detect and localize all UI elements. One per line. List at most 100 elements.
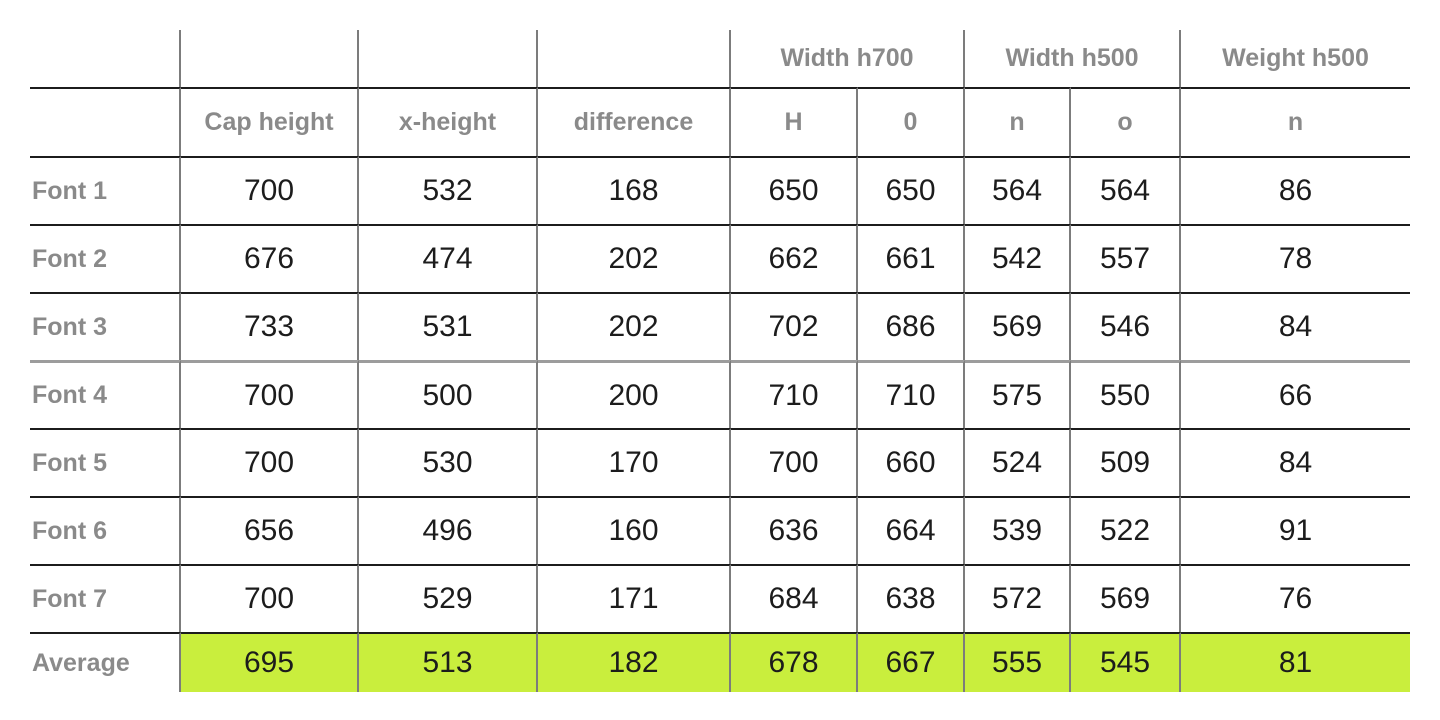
column-header-cell: 0: [858, 87, 965, 156]
value-cell: 710: [731, 360, 858, 428]
table-row: Font 2 676 474 202 662 661 542 557 78: [30, 224, 1410, 292]
value-cell: 676: [181, 224, 359, 292]
value-cell: 557: [1071, 224, 1181, 292]
value-cell: 509: [1071, 428, 1181, 496]
average-value-cell: 555: [965, 632, 1071, 692]
value-cell: 564: [965, 156, 1071, 224]
value-cell: 700: [181, 360, 359, 428]
group-header-cell: [181, 30, 359, 87]
value-cell: 91: [1181, 496, 1410, 564]
row-label: Font 4: [30, 360, 181, 428]
value-cell: 650: [731, 156, 858, 224]
value-cell: 532: [359, 156, 538, 224]
value-cell: 84: [1181, 292, 1410, 360]
average-value-cell: 678: [731, 632, 858, 692]
column-header-row: Cap height x-height difference H 0 n o n: [30, 87, 1410, 156]
value-cell: 546: [1071, 292, 1181, 360]
row-label: Font 6: [30, 496, 181, 564]
value-cell: 542: [965, 224, 1071, 292]
value-cell: 636: [731, 496, 858, 564]
average-value-cell: 513: [359, 632, 538, 692]
table-row: Font 5 700 530 170 700 660 524 509 84: [30, 428, 1410, 496]
column-header-cell: x-height: [359, 87, 538, 156]
average-row: Average 695 513 182 678 667 555 545 81: [30, 632, 1410, 692]
value-cell: 522: [1071, 496, 1181, 564]
value-cell: 531: [359, 292, 538, 360]
value-cell: 656: [181, 496, 359, 564]
value-cell: 496: [359, 496, 538, 564]
value-cell: 700: [181, 156, 359, 224]
value-cell: 78: [1181, 224, 1410, 292]
value-cell: 170: [538, 428, 731, 496]
value-cell: 86: [1181, 156, 1410, 224]
value-cell: 202: [538, 224, 731, 292]
value-cell: 700: [181, 564, 359, 632]
value-cell: 530: [359, 428, 538, 496]
value-cell: 733: [181, 292, 359, 360]
average-value-cell: 81: [1181, 632, 1410, 692]
table-row: Font 4 700 500 200 710 710 575 550 66: [30, 360, 1410, 428]
average-value-cell: 667: [858, 632, 965, 692]
value-cell: 686: [858, 292, 965, 360]
value-cell: 550: [1071, 360, 1181, 428]
group-header-cell: [538, 30, 731, 87]
value-cell: 202: [538, 292, 731, 360]
column-header-cell: n: [1181, 87, 1410, 156]
row-label: Average: [30, 632, 181, 692]
group-header-cell: Width h500: [965, 30, 1181, 87]
value-cell: 569: [1071, 564, 1181, 632]
value-cell: 710: [858, 360, 965, 428]
table-row: Font 7 700 529 171 684 638 572 569 76: [30, 564, 1410, 632]
table-row: Font 6 656 496 160 636 664 539 522 91: [30, 496, 1410, 564]
value-cell: 664: [858, 496, 965, 564]
row-label: Font 1: [30, 156, 181, 224]
value-cell: 539: [965, 496, 1071, 564]
value-cell: 638: [858, 564, 965, 632]
value-cell: 168: [538, 156, 731, 224]
value-cell: 572: [965, 564, 1071, 632]
font-metrics-table: Width h700 Width h500 Weight h500 Cap heig…: [30, 30, 1410, 692]
value-cell: 650: [858, 156, 965, 224]
value-cell: 524: [965, 428, 1071, 496]
column-header-cell: [30, 87, 181, 156]
value-cell: 76: [1181, 564, 1410, 632]
value-cell: 66: [1181, 360, 1410, 428]
value-cell: 575: [965, 360, 1071, 428]
value-cell: 564: [1071, 156, 1181, 224]
value-cell: 200: [538, 360, 731, 428]
group-header-cell: [30, 30, 181, 87]
value-cell: 660: [858, 428, 965, 496]
value-cell: 474: [359, 224, 538, 292]
value-cell: 171: [538, 564, 731, 632]
column-header-cell: difference: [538, 87, 731, 156]
table-row: Font 1 700 532 168 650 650 564 564 86: [30, 156, 1410, 224]
table-body: Font 1 700 532 168 650 650 564 564 86 Font 2 676 47…: [30, 156, 1410, 692]
table-header: Width h700 Width h500 Weight h500 Cap heig…: [30, 30, 1410, 156]
value-cell: 684: [731, 564, 858, 632]
group-header-row: Width h700 Width h500 Weight h500: [30, 30, 1410, 87]
value-cell: 500: [359, 360, 538, 428]
value-cell: 529: [359, 564, 538, 632]
column-header-cell: n: [965, 87, 1071, 156]
row-label: Font 5: [30, 428, 181, 496]
value-cell: 700: [181, 428, 359, 496]
column-header-cell: Cap height: [181, 87, 359, 156]
group-header-cell: [359, 30, 538, 87]
column-header-cell: o: [1071, 87, 1181, 156]
value-cell: 160: [538, 496, 731, 564]
value-cell: 700: [731, 428, 858, 496]
table-row: Font 3 733 531 202 702 686 569 546 84: [30, 292, 1410, 360]
value-cell: 702: [731, 292, 858, 360]
value-cell: 569: [965, 292, 1071, 360]
row-label: Font 2: [30, 224, 181, 292]
group-header-cell: Width h700: [731, 30, 965, 87]
average-value-cell: 182: [538, 632, 731, 692]
row-label: Font 3: [30, 292, 181, 360]
row-label: Font 7: [30, 564, 181, 632]
column-header-cell: H: [731, 87, 858, 156]
value-cell: 84: [1181, 428, 1410, 496]
average-value-cell: 545: [1071, 632, 1181, 692]
value-cell: 662: [731, 224, 858, 292]
value-cell: 661: [858, 224, 965, 292]
average-value-cell: 695: [181, 632, 359, 692]
